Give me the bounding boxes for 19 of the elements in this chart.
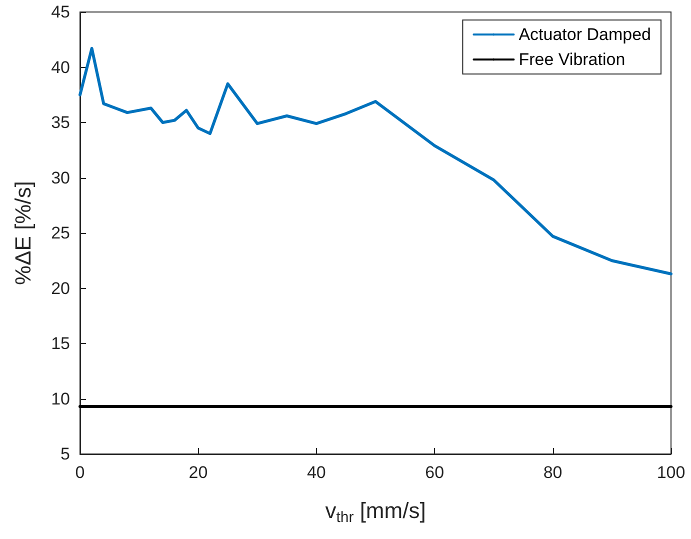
y-tick-label: 5	[60, 444, 70, 464]
x-tick-label: 20	[188, 463, 208, 482]
x-tick-label: 60	[425, 463, 444, 482]
y-tick-label: 45	[51, 2, 70, 22]
x-tick-label: 40	[306, 463, 326, 482]
x-tick-label: 80	[543, 463, 562, 482]
y-tick-label: 20	[51, 278, 70, 298]
y-tick-label: 30	[51, 168, 70, 188]
y-tick-label: 35	[51, 113, 70, 132]
y-axis-title: %ΔE [%/s]	[10, 181, 36, 285]
legend-label: Free Vibration	[518, 50, 626, 69]
y-tick-label: 10	[51, 389, 70, 408]
line-series	[78, 46, 672, 276]
y-tick-label: 15	[51, 334, 70, 353]
x-tick-label: 0	[75, 463, 85, 482]
legend-label: Actuator Damped	[518, 25, 652, 44]
y-tick-label: 40	[51, 58, 70, 77]
x-tick-label: 100	[656, 463, 686, 482]
y-tick-label: 25	[51, 224, 70, 242]
